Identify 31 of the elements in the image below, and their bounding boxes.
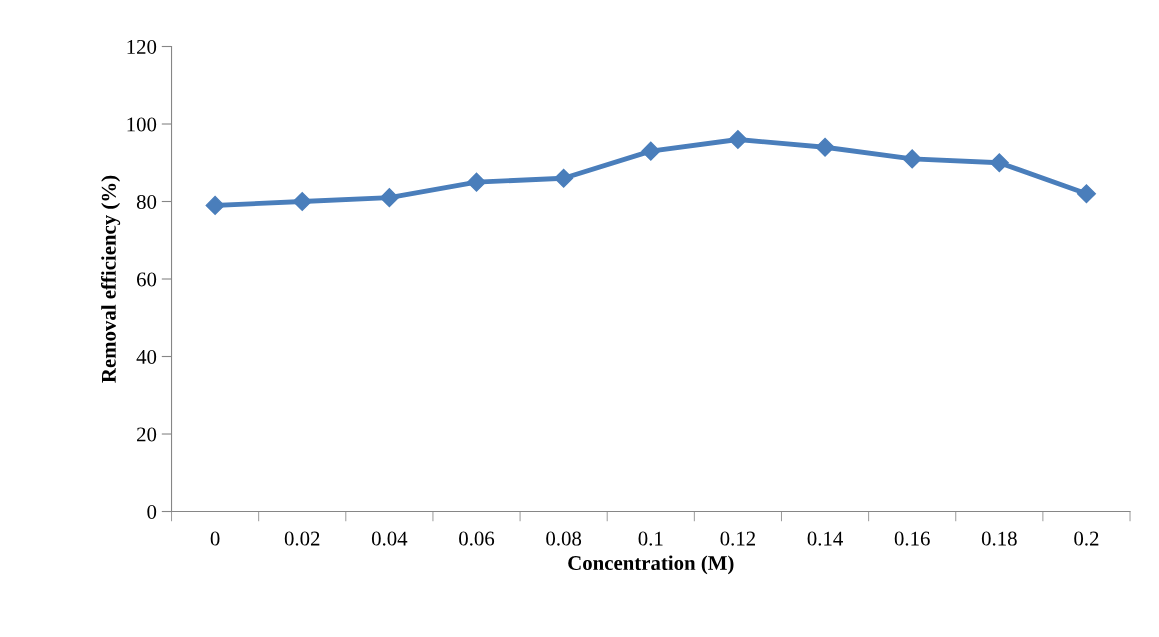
point xyxy=(641,141,661,161)
point xyxy=(728,129,748,150)
point xyxy=(466,172,487,192)
point xyxy=(292,191,312,212)
y-tick-label: 60 xyxy=(137,272,157,287)
point xyxy=(902,149,922,169)
x-axis-title: Concentration (M) xyxy=(568,555,734,575)
y-tick-label: 120 xyxy=(127,39,157,54)
x-tick-label: 0 xyxy=(210,531,220,546)
x-tick-label: 0.14 xyxy=(807,531,843,546)
y-tick-label: 100 xyxy=(127,117,157,132)
x-tick-label: 0.16 xyxy=(894,531,930,546)
y-tick-label: 80 xyxy=(136,194,157,209)
x-tick-label: 0.2 xyxy=(1074,531,1099,546)
point xyxy=(989,153,1009,173)
x-tick-label: 0.04 xyxy=(371,531,408,546)
point xyxy=(205,195,225,215)
x-tick-label: 0.06 xyxy=(459,531,495,546)
x-tick-label: 0.02 xyxy=(284,531,320,546)
point xyxy=(815,137,835,157)
x-tick-label: 0.08 xyxy=(546,531,582,546)
point xyxy=(1076,184,1096,204)
y-tick-label: 40 xyxy=(136,349,157,364)
x-tick-label: 0.12 xyxy=(720,531,755,546)
point xyxy=(554,168,574,188)
x-tick-label: 0.1 xyxy=(638,531,663,546)
x-tick-label: 0.18 xyxy=(981,531,1017,546)
y-tick-label: 20 xyxy=(137,427,157,442)
point xyxy=(379,188,399,208)
y-axis-title: Removal efficiency (%) xyxy=(100,175,121,383)
y-tick-label: 0 xyxy=(147,504,157,519)
